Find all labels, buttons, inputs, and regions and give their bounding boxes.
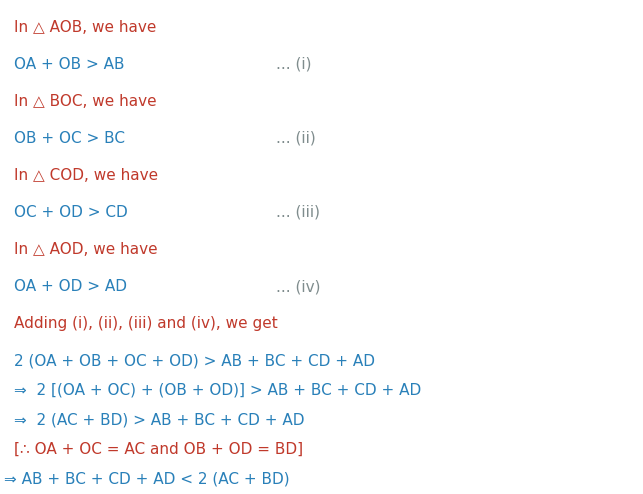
Text: Adding (i), (ii), (iii) and (iv), we get: Adding (i), (ii), (iii) and (iv), we get xyxy=(14,316,278,331)
Text: ... (iv): ... (iv) xyxy=(276,279,321,294)
Text: ... (iii): ... (iii) xyxy=(276,205,320,220)
Text: OC + OD > CD: OC + OD > CD xyxy=(14,205,128,220)
Text: ⇒  2 (AC + BD) > AB + BC + CD + AD: ⇒ 2 (AC + BD) > AB + BC + CD + AD xyxy=(14,412,305,427)
Text: ⇒ AB + BC + CD + AD < 2 (AC + BD): ⇒ AB + BC + CD + AD < 2 (AC + BD) xyxy=(4,472,289,487)
Text: In △ AOD, we have: In △ AOD, we have xyxy=(14,242,158,257)
Text: OA + OB > AB: OA + OB > AB xyxy=(14,57,125,72)
Text: In △ BOC, we have: In △ BOC, we have xyxy=(14,94,157,109)
Text: ... (ii): ... (ii) xyxy=(276,131,316,146)
Text: ⇒  2 [(OA + OC) + (OB + OD)] > AB + BC + CD + AD: ⇒ 2 [(OA + OC) + (OB + OD)] > AB + BC + … xyxy=(14,383,421,398)
Text: ... (i): ... (i) xyxy=(276,57,312,72)
Text: In △ COD, we have: In △ COD, we have xyxy=(14,168,158,183)
Text: [∴ OA + OC = AC and OB + OD = BD]: [∴ OA + OC = AC and OB + OD = BD] xyxy=(14,442,303,457)
Text: 2 (OA + OB + OC + OD) > AB + BC + CD + AD: 2 (OA + OB + OC + OD) > AB + BC + CD + A… xyxy=(14,353,375,368)
Text: OA + OD > AD: OA + OD > AD xyxy=(14,279,127,294)
Text: In △ AOB, we have: In △ AOB, we have xyxy=(14,20,156,35)
Text: OB + OC > BC: OB + OC > BC xyxy=(14,131,125,146)
